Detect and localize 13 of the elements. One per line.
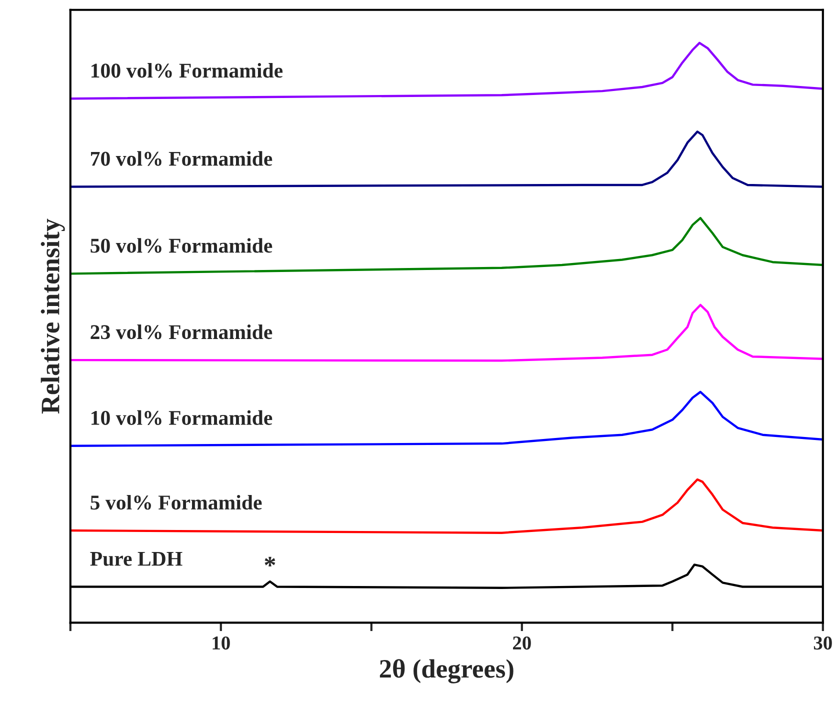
series-label: 100 vol% Formamide — [92, 63, 283, 78]
x-tick-label: 20 — [513, 636, 531, 650]
series-label: 50 vol% Formamide — [90, 238, 272, 253]
annotation: * — [264, 556, 276, 566]
series-label: 23 vol% Formamide — [90, 324, 272, 340]
series-label: 70 vol% Formamide — [91, 151, 272, 166]
series-label: Pure LDH — [90, 552, 182, 566]
series-label: 5 vol% Formamide — [90, 494, 262, 510]
series-label: 10 vol% Formamide — [92, 410, 272, 426]
x-tick-label: 10 — [212, 636, 230, 650]
x-axis-title: 2θ (degrees) — [380, 659, 514, 684]
y-axis-title: Relative intensity — [40, 218, 65, 414]
x-tick-label: 30 — [814, 636, 832, 650]
